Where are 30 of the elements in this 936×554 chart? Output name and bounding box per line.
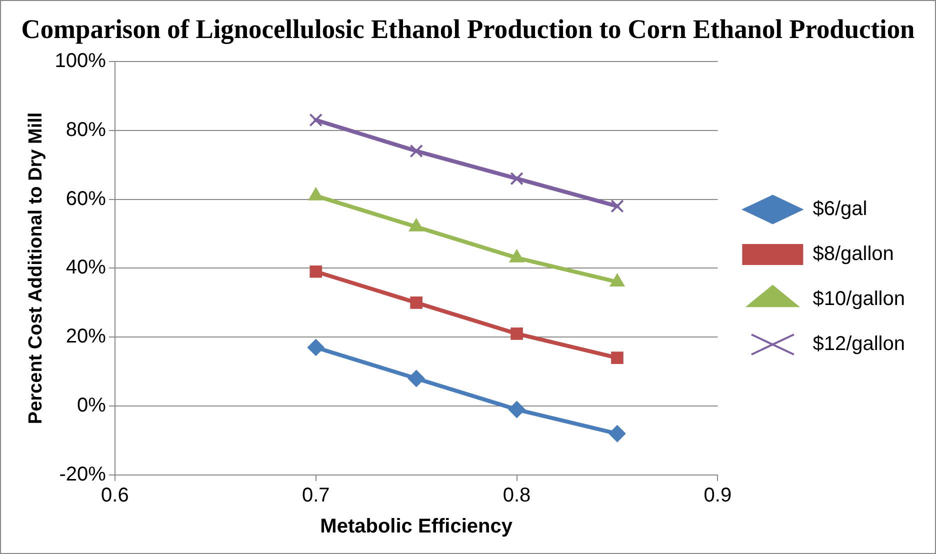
point (611, 352, 624, 364)
legend-label: $12/gallon (812, 333, 906, 356)
legend-label: $10/gallon (812, 288, 906, 310)
point (410, 144, 423, 158)
y-tick-label: 60% (66, 188, 106, 210)
y-tick-label: 100% (54, 50, 106, 72)
y-tick-label: 20% (66, 326, 106, 348)
y-tick-label: 80% (66, 118, 106, 141)
x-tick-label: 0.6 (101, 484, 129, 507)
point (508, 401, 526, 418)
point (408, 370, 425, 387)
y-tick-label: 40% (66, 256, 106, 279)
point (310, 265, 322, 278)
point (410, 296, 422, 309)
y-tick-label: 0% (77, 394, 106, 417)
legend-label: $8/gallon (812, 243, 894, 266)
point (610, 200, 624, 213)
x-tick-label: 0.7 (302, 484, 330, 507)
point (510, 328, 523, 340)
point (608, 425, 626, 442)
legend-label: $6/gal (812, 198, 868, 220)
x-axis-title: Metabolic Efficiency (320, 516, 514, 538)
y-tick-label: -20% (59, 464, 106, 486)
point (307, 338, 324, 356)
point (309, 113, 323, 127)
y-axis-title: Percent Cost Additional to Dry Mill (26, 112, 47, 424)
chart-title: Comparison of Lignocellulosic Ethanol Production to Corn Ethanol Production (21, 14, 915, 44)
point (510, 172, 524, 186)
x-tick-label: 0.9 (704, 484, 732, 507)
x-tick-label: 0.8 (502, 484, 531, 507)
